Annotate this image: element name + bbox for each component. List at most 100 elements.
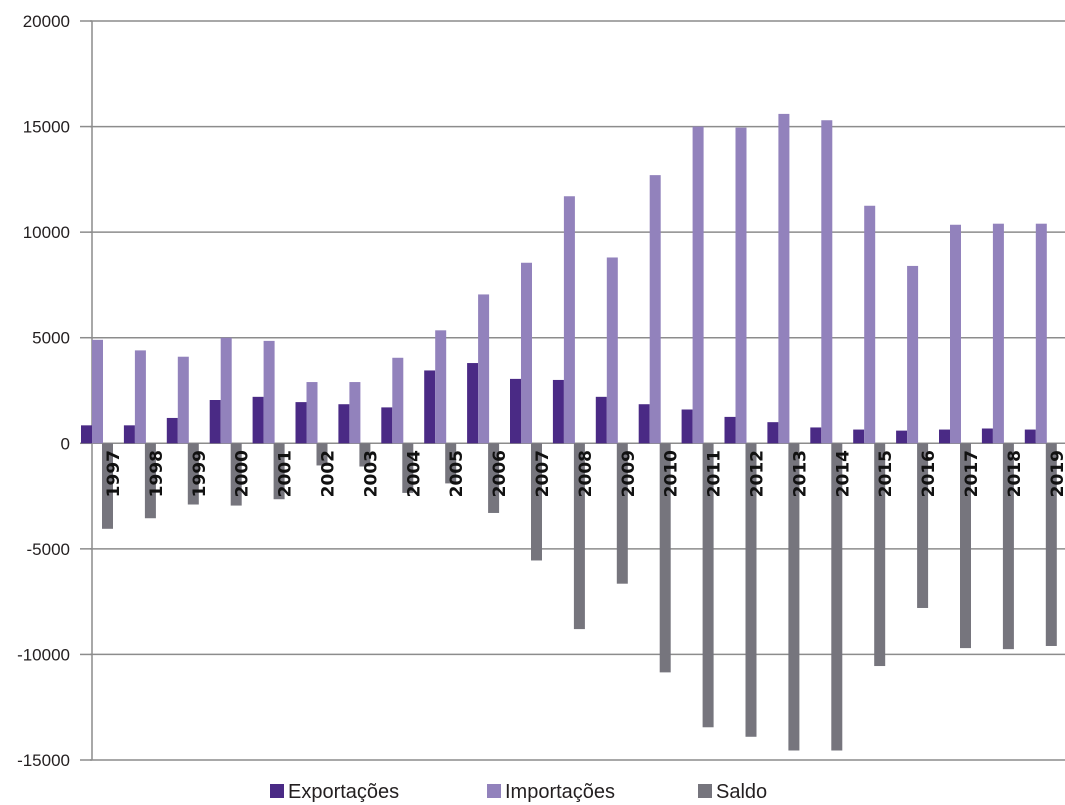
x-tick-label: 2010 [662, 450, 682, 497]
bar-importaes-2017 [950, 224, 961, 444]
bar-importaes-2011 [692, 126, 704, 444]
legend: Exportações Importações Saldo [270, 781, 767, 803]
legend-swatch [698, 784, 712, 798]
bar-exportaes-2016 [896, 430, 908, 444]
bar-saldo-2013 [788, 443, 800, 751]
y-tick-label: -15000 [17, 751, 70, 770]
bar-exportaes-2007 [510, 378, 521, 444]
legend-label: Saldo [716, 781, 767, 803]
x-axis-tick-labels: 1997 1998 1999 2000 2001 2002 2003 2004 2005 2006… [104, 450, 1065, 497]
bar-exportaes-2015 [853, 429, 865, 444]
bar-exportaes-2002 [295, 402, 307, 444]
bar-saldo-2003 [359, 443, 371, 467]
y-tick-label: 0 [61, 434, 70, 453]
x-tick-label: 2008 [576, 450, 596, 497]
bar-saldo-2016 [917, 443, 929, 608]
bar-exportaes-2019 [1024, 429, 1036, 444]
bar-exportaes-2018 [981, 428, 993, 444]
bar-importaes-1999 [177, 356, 189, 444]
bar-saldo-2019 [1045, 443, 1057, 646]
bar-saldo-2010 [659, 443, 671, 673]
x-tick-label: 2001 [276, 450, 296, 497]
bar-exportaes-1998 [123, 425, 135, 444]
bar-exportaes-2006 [467, 363, 479, 444]
bar-exportaes-2017 [939, 429, 950, 444]
bar-exportaes-2014 [810, 427, 822, 444]
bar-importaes-2008 [563, 196, 575, 444]
bar-saldo-2011 [702, 443, 714, 728]
bar-exportaes-2009 [595, 396, 607, 444]
bar-exportaes-2013 [767, 422, 779, 444]
x-tick-label: 2015 [876, 450, 896, 497]
bar-saldo-1998 [144, 443, 156, 519]
y-tick-label: 20000 [23, 12, 70, 31]
bar-exportaes-1997 [81, 425, 92, 444]
x-tick-label: 2006 [490, 450, 510, 497]
bar-saldo-2004 [402, 443, 414, 493]
bar-saldo-2014 [831, 443, 843, 751]
x-tick-label: 2018 [1005, 450, 1025, 497]
x-tick-label: 2004 [404, 450, 424, 497]
bar-importaes-2014 [821, 120, 833, 444]
bar-importaes-2015 [864, 205, 876, 444]
bar-importaes-2012 [735, 127, 747, 444]
bar-importaes-2016 [907, 265, 919, 444]
bar-exportaes-2004 [381, 407, 393, 444]
bar-exportaes-2012 [724, 416, 736, 444]
bar-saldo-2001 [273, 443, 285, 500]
bar-exportaes-1999 [166, 417, 178, 444]
x-tick-label: 1999 [190, 450, 210, 497]
y-tick-label: 15000 [23, 118, 70, 137]
bar-importaes-2013 [778, 113, 790, 444]
legend-label: Exportações [288, 781, 399, 803]
bar-saldo-2017 [960, 443, 971, 649]
bar-saldo-2007 [531, 443, 542, 561]
x-tick-label: 1997 [104, 450, 124, 497]
bar-importaes-2003 [349, 382, 361, 444]
x-tick-label: 2000 [233, 450, 253, 497]
bar-importaes-2000 [220, 337, 232, 444]
bar-saldo-2008 [573, 443, 585, 630]
x-tick-label: 2012 [748, 450, 768, 497]
bars [81, 113, 1057, 751]
bar-importaes-1998 [134, 350, 146, 444]
y-tick-label: 10000 [23, 223, 70, 242]
x-tick-label: 2017 [962, 450, 982, 497]
bar-saldo-2006 [488, 443, 500, 513]
bar-exportaes-2010 [638, 404, 650, 444]
bar-saldo-2015 [874, 443, 886, 667]
bar-saldo-1997 [102, 443, 113, 529]
bar-saldo-2012 [745, 443, 757, 737]
bar-exportaes-2001 [252, 396, 264, 444]
x-tick-label: 2002 [319, 450, 339, 497]
bar-saldo-2005 [445, 443, 457, 484]
bar-importaes-2006 [478, 294, 490, 444]
y-tick-label: -5000 [27, 540, 70, 559]
x-tick-label: 2007 [533, 450, 553, 497]
x-tick-label: 1998 [147, 450, 167, 497]
y-tick-label: -10000 [17, 645, 70, 664]
bar-importaes-2009 [606, 257, 618, 444]
bar-exportaes-2011 [681, 409, 693, 444]
bar-importaes-2007 [521, 262, 532, 444]
x-tick-label: 2013 [790, 450, 810, 497]
bar-saldo-2009 [616, 443, 628, 584]
bar-exportaes-2000 [209, 400, 221, 444]
bar-importaes-2001 [263, 340, 275, 444]
bar-importaes-1997 [92, 339, 103, 444]
bar-importaes-2010 [649, 175, 661, 444]
bar-saldo-2018 [1002, 443, 1014, 650]
y-tick-label: 5000 [32, 329, 70, 348]
x-tick-label: 2014 [833, 450, 853, 497]
x-tick-label: 2019 [1048, 450, 1065, 497]
bar-saldo-2002 [316, 443, 328, 466]
x-tick-label: 2016 [919, 450, 939, 497]
bar-exportaes-2008 [552, 379, 564, 444]
y-axis-tick-labels: 20000 15000 10000 5000 0 -5000 -10000 -15000 [17, 12, 70, 770]
bar-saldo-2000 [230, 443, 242, 506]
bar-importaes-2002 [306, 382, 318, 444]
x-tick-label: 2003 [361, 450, 381, 497]
x-tick-label: 2011 [705, 450, 725, 497]
